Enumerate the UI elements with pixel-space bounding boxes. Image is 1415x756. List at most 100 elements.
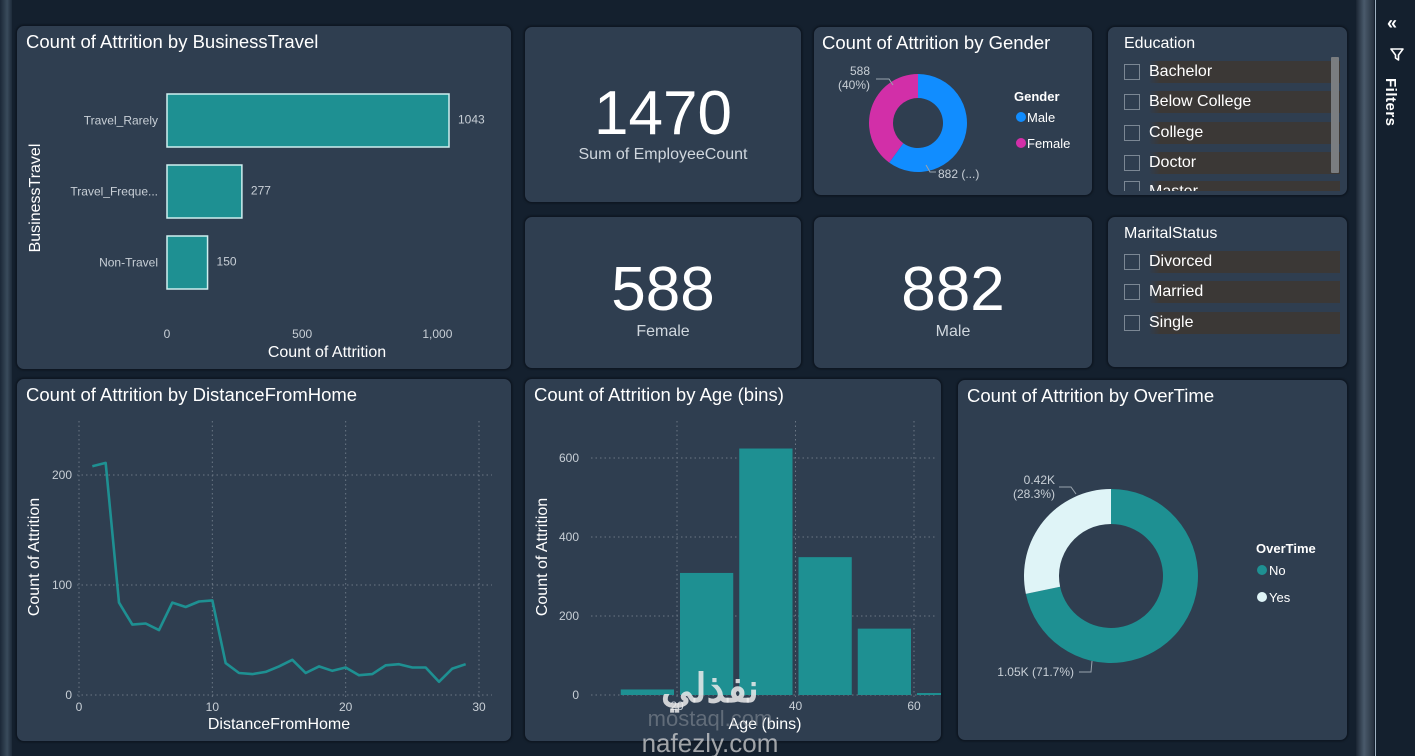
- kpi-value: 882: [901, 255, 1005, 324]
- x-tick-label: 10: [206, 700, 220, 714]
- y-tick-label: 0: [65, 688, 72, 702]
- data-label: 150: [217, 255, 237, 269]
- distance-from-home-line-chart: 0 100 200 0 10 20 30 DistanceFromHome Count of A…: [26, 421, 492, 733]
- left-gutter: [0, 0, 12, 756]
- slicer-item[interactable]: Master: [1124, 181, 1340, 192]
- kpi-value: 1470: [594, 79, 732, 148]
- chart-title: Count of Attrition by Gender: [822, 32, 1051, 53]
- bar: [857, 628, 911, 695]
- data-label: (28.3%): [1013, 487, 1055, 501]
- category-label: Non-Travel: [99, 256, 158, 270]
- x-axis-label: Age (bins): [729, 716, 802, 733]
- slicer-item-label: Doctor: [1149, 151, 1340, 174]
- distance-from-home-chart-card[interactable]: Count of Attrition by DistanceFromHome 0…: [16, 378, 512, 742]
- y-axis-label: Count of Attrition: [26, 498, 43, 616]
- age-bins-chart-card[interactable]: Count of Attrition by Age (bins) 0 200 400…: [524, 378, 942, 742]
- checkbox[interactable]: [1124, 181, 1140, 192]
- kpi-value: 588: [611, 255, 715, 324]
- legend-title: OverTime: [1256, 541, 1316, 556]
- checkbox[interactable]: [1124, 64, 1140, 80]
- chart-title: Count of Attrition by Age (bins): [534, 384, 784, 405]
- filters-pane-label[interactable]: Filters: [1382, 78, 1399, 127]
- data-label: 1.05K (71.7%): [997, 665, 1074, 679]
- series-line: [92, 461, 467, 684]
- y-tick-label: 600: [559, 451, 579, 465]
- slicer-item-label: Master: [1149, 181, 1340, 192]
- leader-line: [1059, 486, 1077, 495]
- donut-slice: [1025, 489, 1198, 663]
- overtime-donut-card[interactable]: Count of Attrition by OverTime 0.42K (28.…: [957, 379, 1348, 741]
- business-travel-chart-card[interactable]: Count of Attrition by BusinessTravel Tra…: [16, 25, 512, 370]
- bar: [680, 572, 734, 695]
- x-axis-label: Count of Attrition: [268, 344, 386, 361]
- slicer-item[interactable]: Doctor: [1124, 151, 1340, 175]
- pane-divider: [1375, 0, 1376, 756]
- chart-title: Count of Attrition by OverTime: [967, 385, 1215, 406]
- slicer-item[interactable]: Married: [1124, 280, 1340, 304]
- gender-donut-chart: 588(40%) 882 (...) Gender Male Female: [838, 64, 1070, 181]
- kpi-label: Female: [636, 323, 690, 340]
- data-label: 1043: [458, 113, 485, 127]
- y-axis-label: BusinessTravel: [27, 144, 44, 253]
- y-tick-label: 0: [572, 688, 579, 702]
- x-tick-label: 20: [339, 700, 353, 714]
- legend-marker: [1016, 138, 1026, 148]
- double-chevron-left-icon[interactable]: «: [1387, 13, 1398, 33]
- checkbox[interactable]: [1124, 124, 1140, 141]
- x-tick-label: 0: [164, 327, 171, 341]
- slicer-item[interactable]: Divorced: [1124, 250, 1340, 274]
- y-tick-label: 400: [559, 530, 579, 544]
- checkbox[interactable]: [1124, 284, 1140, 301]
- slicer-header: MaritalStatus: [1124, 225, 1218, 242]
- legend-marker: [1257, 565, 1267, 575]
- slicer-item[interactable]: Single: [1124, 311, 1340, 335]
- data-label: 0.42K: [1024, 473, 1055, 487]
- donut-slice: [889, 74, 967, 172]
- legend-label: Yes: [1269, 590, 1291, 605]
- slicer-item[interactable]: Below College: [1124, 90, 1340, 114]
- slicer-item-label: Below College: [1149, 91, 1340, 114]
- checkbox[interactable]: [1124, 154, 1140, 171]
- filters-pane[interactable]: [1376, 0, 1415, 756]
- education-slicer[interactable]: Education Bachelor Below College College Do…: [1107, 26, 1348, 196]
- x-tick-label: 40: [789, 699, 803, 713]
- category-label: Travel_Rarely: [84, 114, 158, 128]
- legend-label: No: [1269, 563, 1286, 578]
- x-tick-label: 60: [907, 699, 921, 713]
- bar: [166, 93, 450, 148]
- kpi-card-employee-count[interactable]: 1470 Sum of EmployeeCount: [524, 26, 802, 203]
- x-tick-label: 500: [292, 327, 312, 341]
- checkbox[interactable]: [1124, 314, 1140, 331]
- kpi-card-female[interactable]: 588 Female: [524, 216, 802, 369]
- slicer-item-label: Divorced: [1149, 251, 1340, 273]
- bar: [798, 557, 852, 695]
- slicer-item[interactable]: Bachelor: [1124, 60, 1340, 84]
- data-label: (40%): [838, 78, 870, 92]
- x-tick-label: 1,000: [422, 327, 452, 341]
- bar: [917, 693, 941, 695]
- checkbox[interactable]: [1124, 94, 1140, 111]
- slicer-item[interactable]: College: [1124, 121, 1340, 145]
- canvas-scrollbar[interactable]: [1356, 0, 1374, 756]
- donut-slice: [1024, 489, 1111, 594]
- slicer-scrollbar[interactable]: [1331, 57, 1339, 173]
- gender-donut-card[interactable]: Count of Attrition by Gender 588 (40%) 882…: [813, 26, 1093, 196]
- legend-marker: [1257, 592, 1267, 602]
- legend-label: Male: [1027, 110, 1055, 125]
- y-axis-label: Count of Attrition: [534, 498, 551, 616]
- overtime-donut-chart: 0.42K(28.3%) 1.05K (71.7%) OverTime No Yes: [997, 473, 1316, 679]
- x-axis-label: DistanceFromHome: [208, 716, 350, 733]
- legend-label: Female: [1027, 136, 1070, 151]
- slicer-item-label: Single: [1149, 311, 1340, 334]
- checkbox[interactable]: [1124, 254, 1140, 270]
- kpi-card-male[interactable]: 882 Male: [813, 216, 1093, 369]
- legend-marker: [1016, 112, 1026, 122]
- y-tick-label: 200: [52, 468, 72, 482]
- y-tick-label: 200: [559, 609, 579, 623]
- slicer-item-label: Married: [1149, 281, 1340, 304]
- marital-status-slicer[interactable]: MaritalStatus Divorced Married Single: [1107, 216, 1348, 368]
- category-label: Travel_Freque...: [70, 185, 158, 199]
- bar: [166, 164, 243, 219]
- bar: [620, 689, 674, 695]
- slicer-item-label: College: [1149, 121, 1340, 144]
